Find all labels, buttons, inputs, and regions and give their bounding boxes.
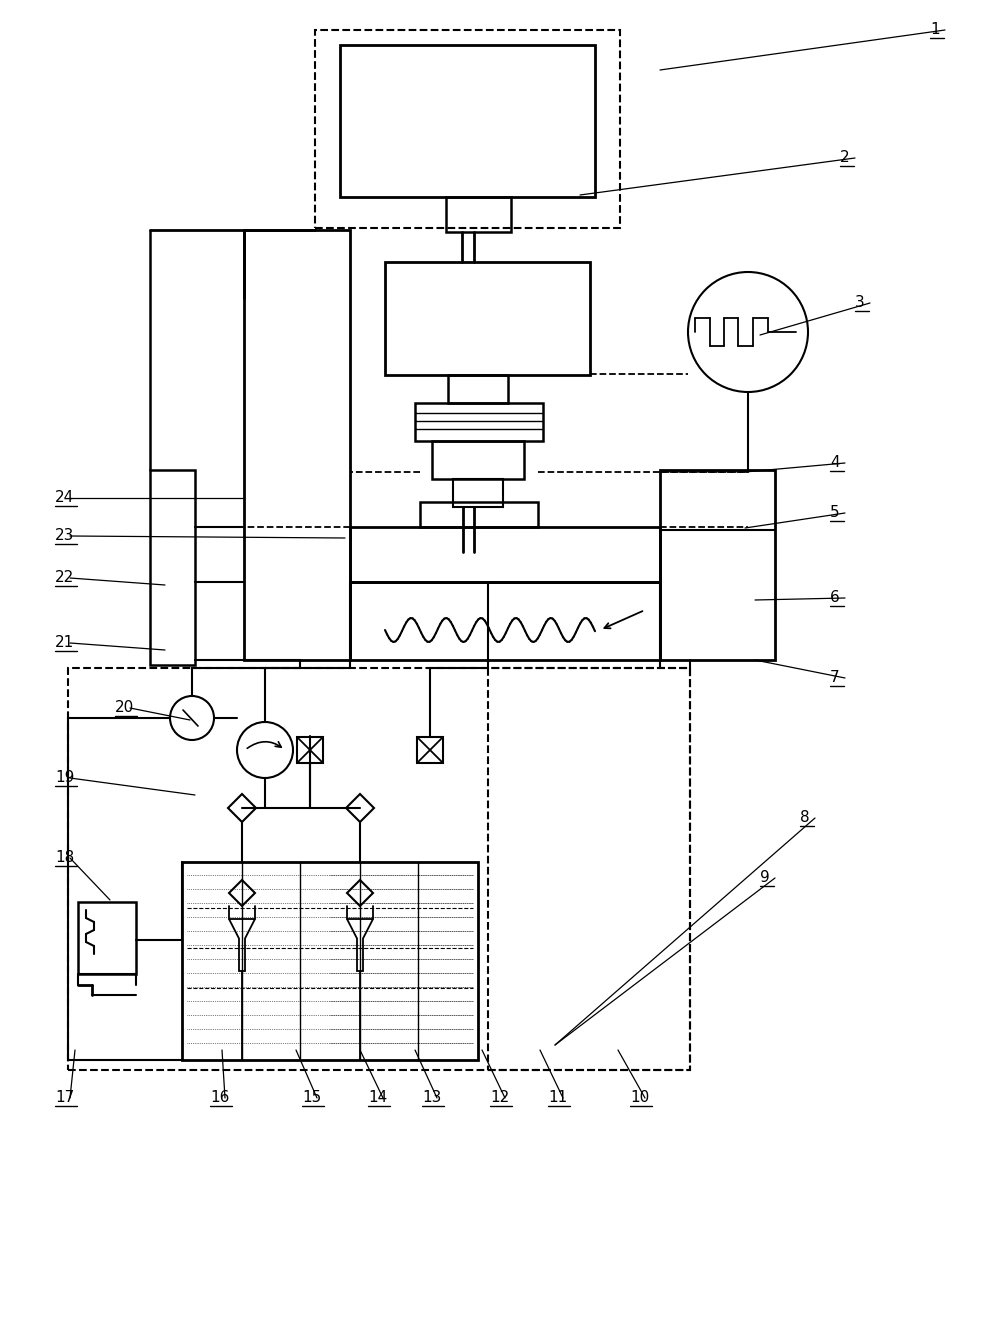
Text: 11: 11 xyxy=(548,1090,568,1106)
Bar xyxy=(432,441,524,480)
Bar xyxy=(660,470,775,659)
Text: 15: 15 xyxy=(302,1090,322,1106)
Bar xyxy=(420,502,538,527)
Text: 2: 2 xyxy=(840,151,850,165)
Text: 3: 3 xyxy=(855,294,865,310)
Text: 1: 1 xyxy=(930,23,939,37)
Bar xyxy=(453,480,503,507)
Bar xyxy=(297,737,323,763)
Text: 13: 13 xyxy=(422,1090,442,1106)
Text: 14: 14 xyxy=(368,1090,387,1106)
Text: 10: 10 xyxy=(630,1090,649,1106)
Bar xyxy=(314,31,620,228)
Text: 16: 16 xyxy=(210,1090,230,1106)
Bar xyxy=(340,45,595,197)
Text: 7: 7 xyxy=(830,670,840,685)
Text: 17: 17 xyxy=(55,1090,75,1106)
Bar xyxy=(78,902,136,974)
Text: 22: 22 xyxy=(55,570,75,585)
Bar xyxy=(350,527,660,582)
Bar xyxy=(417,737,443,763)
Text: 24: 24 xyxy=(55,490,75,505)
Bar xyxy=(350,582,660,659)
Bar xyxy=(385,262,590,376)
Text: 9: 9 xyxy=(760,870,770,884)
Bar xyxy=(150,470,195,665)
Text: 18: 18 xyxy=(55,850,75,864)
Text: 6: 6 xyxy=(830,590,840,605)
Text: 20: 20 xyxy=(115,701,134,715)
Text: 12: 12 xyxy=(490,1090,509,1106)
Text: 19: 19 xyxy=(55,770,75,785)
Bar xyxy=(244,230,350,659)
Text: 23: 23 xyxy=(55,527,75,543)
Bar xyxy=(488,669,690,1070)
Text: 8: 8 xyxy=(800,810,809,825)
Text: 4: 4 xyxy=(830,456,840,470)
Bar xyxy=(415,404,543,441)
Bar xyxy=(448,376,508,404)
Bar xyxy=(68,669,690,1070)
Bar xyxy=(446,197,511,232)
Text: 21: 21 xyxy=(55,635,75,650)
Text: 5: 5 xyxy=(830,505,840,519)
Bar xyxy=(182,862,478,1060)
